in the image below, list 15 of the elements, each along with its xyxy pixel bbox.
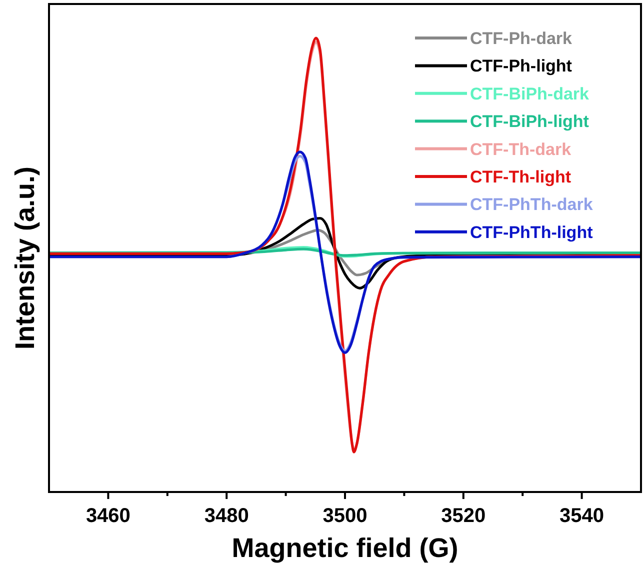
legend-label: CTF-BiPh-dark [470, 84, 590, 104]
legend-label: CTF-PhTh-dark [470, 195, 594, 214]
legend-label: CTF-Ph-light [470, 56, 572, 76]
legend-label: CTF-BiPh-light [470, 112, 590, 132]
x-axis-title: Magnetic field (G) [232, 533, 458, 563]
x-tick-label: 3460 [86, 505, 130, 527]
legend-label: CTF-PhTh-light [470, 222, 594, 242]
y-axis-title: Intensity (a.u.) [10, 166, 40, 350]
x-tick-label: 3540 [560, 505, 604, 527]
legend-label: CTF-Th-dark [470, 140, 572, 159]
legend-label: CTF-Ph-dark [470, 29, 573, 48]
legend-label: CTF-Th-light [470, 168, 572, 186]
x-tick-label: 3520 [441, 505, 486, 527]
x-tick-label: 3480 [204, 505, 249, 527]
x-tick-label: 3500 [322, 505, 368, 527]
